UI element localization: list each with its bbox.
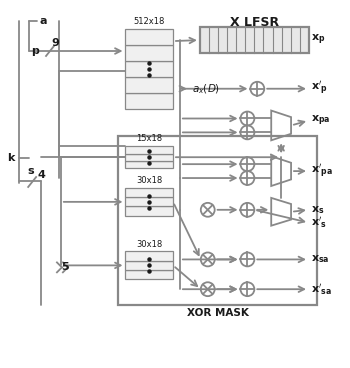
Bar: [125, 153, 173, 161]
Text: XOR MASK: XOR MASK: [187, 308, 248, 318]
Bar: [125, 261, 173, 270]
Text: $\mathbf{x'_{pa}}$: $\mathbf{x'_{pa}}$: [311, 162, 333, 180]
Text: 30x18: 30x18: [136, 176, 162, 185]
Text: $\mathbf{x_{pa}}$: $\mathbf{x_{pa}}$: [311, 113, 330, 128]
Bar: [125, 61, 173, 77]
Text: $\mathbf{x'_s}$: $\mathbf{x'_s}$: [311, 215, 327, 230]
Bar: [125, 161, 173, 168]
Bar: [125, 188, 173, 197]
Bar: [118, 137, 317, 305]
Text: 5: 5: [61, 262, 69, 272]
Bar: [200, 27, 309, 53]
Bar: [125, 29, 173, 45]
Bar: [125, 146, 173, 153]
Bar: [125, 251, 173, 261]
Text: $\mathbf{x_s}$: $\mathbf{x_s}$: [311, 204, 324, 216]
Bar: [125, 197, 173, 206]
Bar: [125, 45, 173, 61]
Text: s: s: [27, 166, 34, 176]
Bar: [125, 270, 173, 279]
Text: $\mathbf{x_p}$: $\mathbf{x_p}$: [311, 33, 326, 47]
Text: $\mathbf{x_{sa}}$: $\mathbf{x_{sa}}$: [311, 254, 329, 265]
Bar: [125, 77, 173, 93]
Text: X LFSR: X LFSR: [230, 16, 279, 29]
Text: a: a: [39, 16, 47, 26]
Text: p: p: [31, 46, 39, 56]
Text: $\mathbf{x'_{sa}}$: $\mathbf{x'_{sa}}$: [311, 282, 332, 297]
Bar: [125, 93, 173, 109]
Text: 15x18: 15x18: [136, 134, 162, 143]
Text: $a_x(D)$: $a_x(D)$: [192, 82, 220, 96]
Text: 9: 9: [51, 38, 59, 48]
Text: 512x18: 512x18: [133, 17, 165, 26]
Text: $\mathbf{x'_p}$: $\mathbf{x'_p}$: [311, 80, 328, 98]
Bar: [125, 206, 173, 216]
Text: k: k: [7, 153, 15, 163]
Text: 4: 4: [37, 170, 45, 180]
Text: 30x18: 30x18: [136, 240, 162, 248]
